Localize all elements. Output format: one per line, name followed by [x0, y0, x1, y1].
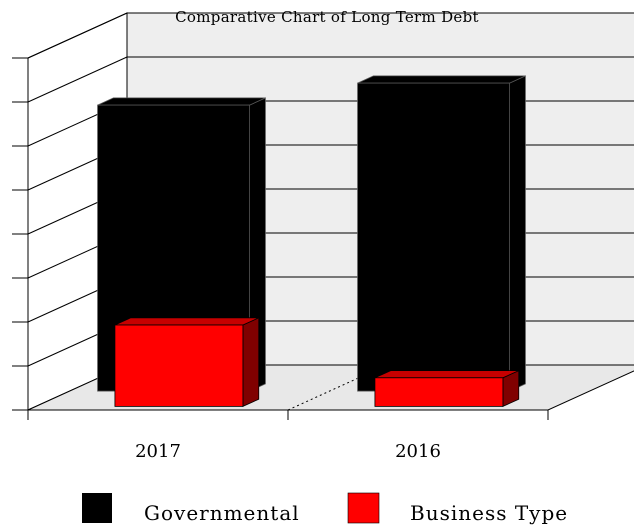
legend-label-business-type: Business Type: [410, 501, 568, 525]
chart-bars: [97, 75, 526, 408]
legend-swatch-business-type: [347, 492, 380, 524]
bar-business-type-2016: [374, 369, 520, 408]
bar-business-type-2017-top: [114, 317, 259, 326]
bar-governmental-2017-top: [97, 97, 266, 106]
bar-business-type-2016-top: [374, 370, 519, 379]
bar-business-type-2017-front: [114, 324, 244, 407]
bar-governmental-2016-front: [357, 82, 510, 392]
legend-label-governmental: Governmental: [144, 501, 300, 525]
category-label-2016: 2016: [395, 441, 441, 462]
chart-legend: Governmental Business Type: [82, 492, 568, 525]
chart-category-labels: 2017 2016: [135, 441, 441, 462]
bar-business-type-2017: [114, 317, 260, 408]
chart-title: Comparative Chart of Long Term Debt: [175, 8, 479, 26]
bar-business-type-2017-side: [242, 317, 260, 408]
gridline-side: [27, 56, 128, 103]
bar-governmental-2016-top: [357, 75, 526, 84]
gridline-side: [27, 12, 128, 59]
category-label-2017: 2017: [135, 441, 181, 462]
bar-governmental-2016: [357, 75, 526, 392]
bar-business-type-2016-front: [374, 377, 504, 407]
bar-governmental-2016-side: [509, 75, 526, 392]
legend-swatch-governmental: [82, 493, 112, 523]
